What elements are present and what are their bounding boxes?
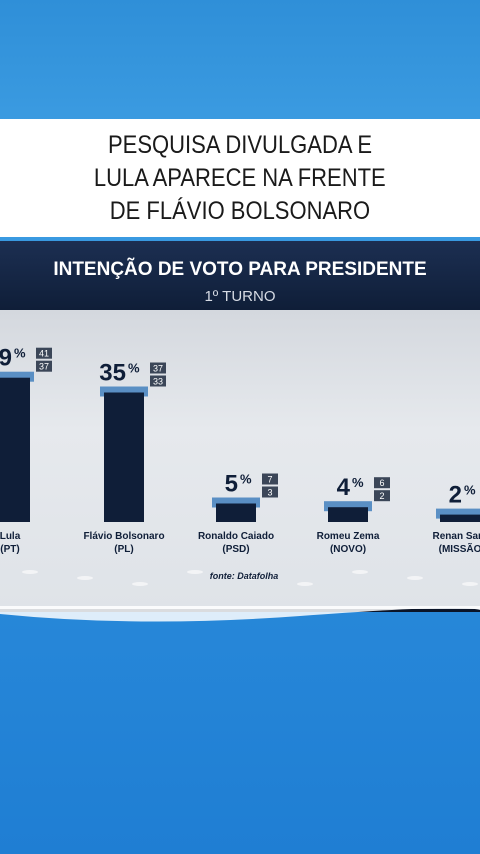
min-label: 37	[39, 362, 49, 372]
min-label: 33	[153, 377, 163, 387]
min-label: 2	[379, 491, 384, 501]
floor-reflection	[462, 582, 478, 586]
max-box	[36, 347, 52, 359]
candidate-name: Flávio Bolsonaro	[83, 531, 164, 542]
bar	[104, 392, 144, 522]
candidate-party: (NOVO)	[330, 544, 366, 555]
max-label: 37	[153, 364, 163, 374]
floor-reflection	[77, 576, 93, 580]
max-box	[262, 473, 278, 485]
candidate-name: Lula	[0, 531, 21, 542]
candidate-name: Ronaldo Caiado	[198, 531, 274, 542]
candidate-party: (PL)	[114, 544, 133, 555]
min-box	[150, 375, 166, 387]
headline-line-3: DE FLÁVIO BOLSONARO	[109, 196, 371, 225]
range-band	[0, 371, 34, 382]
max-label: 7	[267, 475, 272, 485]
headline-line-2: LULA APARECE NA FRENTE	[94, 163, 386, 192]
bar	[328, 507, 368, 522]
source-label: fonte: Datafolha	[210, 571, 279, 581]
candidate-name: Romeu Zema	[317, 531, 380, 542]
floor-reflection	[297, 582, 313, 586]
value-label: 4	[337, 474, 351, 501]
floor-reflection	[352, 570, 368, 574]
range-band	[100, 386, 148, 397]
percent-sign: %	[352, 475, 364, 490]
chart-panel: INTENÇÃO DE VOTO PARA PRESIDENTE 1º TURN…	[0, 241, 480, 612]
max-box	[374, 477, 390, 489]
chart-subtitle: 1º TURNO	[204, 288, 276, 305]
min-label: 3	[267, 488, 272, 498]
chart-title: INTENÇÃO DE VOTO PARA PRESIDENTE	[53, 259, 427, 280]
percent-sign: %	[14, 346, 26, 361]
bar	[216, 503, 256, 522]
floor-reflection	[187, 570, 203, 574]
headline-line-1: PESQUISA DIVULGADA E	[107, 130, 373, 159]
candidate-name: Renan Sant	[432, 531, 480, 542]
min-box	[36, 360, 52, 372]
max-label: 6	[379, 478, 384, 488]
range-band	[436, 508, 480, 519]
value-label: 35	[99, 360, 126, 387]
candidate-party: (MISSÃO	[439, 542, 480, 555]
value-label: 39	[0, 345, 12, 372]
range-band	[324, 501, 372, 512]
min-box	[374, 490, 390, 502]
candidate-party: (PSD)	[222, 544, 249, 555]
floor-reflection	[132, 582, 148, 586]
max-box	[150, 362, 166, 374]
bar	[440, 514, 480, 522]
range-band	[212, 497, 260, 508]
floor-reflection	[242, 576, 258, 580]
max-label: 41	[39, 349, 49, 359]
decorative-swoosh	[0, 606, 480, 622]
value-label: 5	[225, 471, 238, 498]
percent-sign: %	[240, 472, 252, 487]
value-label: 2	[449, 482, 462, 509]
candidate-party: (PT)	[0, 544, 19, 555]
floor-reflection	[407, 576, 423, 580]
bar	[0, 377, 30, 522]
floor-reflection	[22, 570, 38, 574]
percent-sign: %	[128, 361, 140, 376]
chart-header: INTENÇÃO DE VOTO PARA PRESIDENTE 1º TURN…	[0, 241, 480, 310]
headline-box: PESQUISA DIVULGADA E LULA APARECE NA FRE…	[0, 119, 480, 237]
min-box	[262, 486, 278, 498]
percent-sign: %	[464, 483, 476, 498]
